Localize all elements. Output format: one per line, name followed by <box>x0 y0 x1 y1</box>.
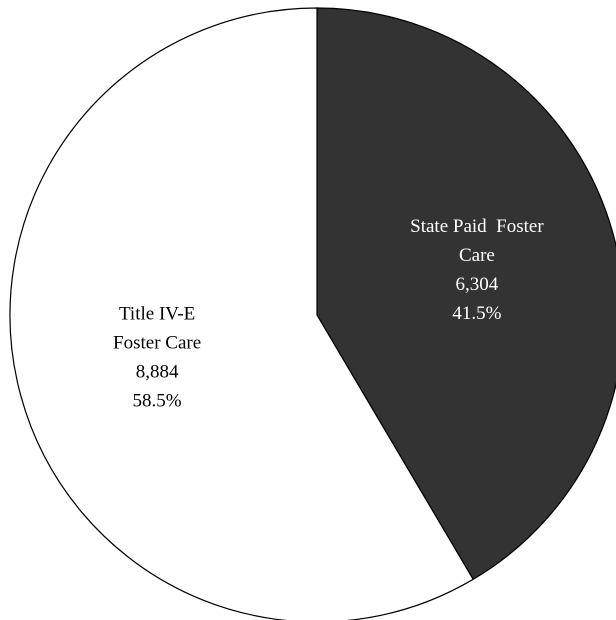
slice-label: 58.5% <box>133 391 182 412</box>
pie-slice <box>9 7 474 620</box>
slice-label: Title IV-E <box>119 304 195 325</box>
slice-label: 6,304 <box>456 274 499 295</box>
pie-slice <box>316 7 616 581</box>
slice-label: 41.5% <box>452 303 501 324</box>
slice-label: Care <box>459 245 495 266</box>
slice-label: Foster Care <box>113 333 201 354</box>
slice-label: 8,884 <box>136 362 179 383</box>
slice-label: State Paid Foster <box>410 216 544 237</box>
